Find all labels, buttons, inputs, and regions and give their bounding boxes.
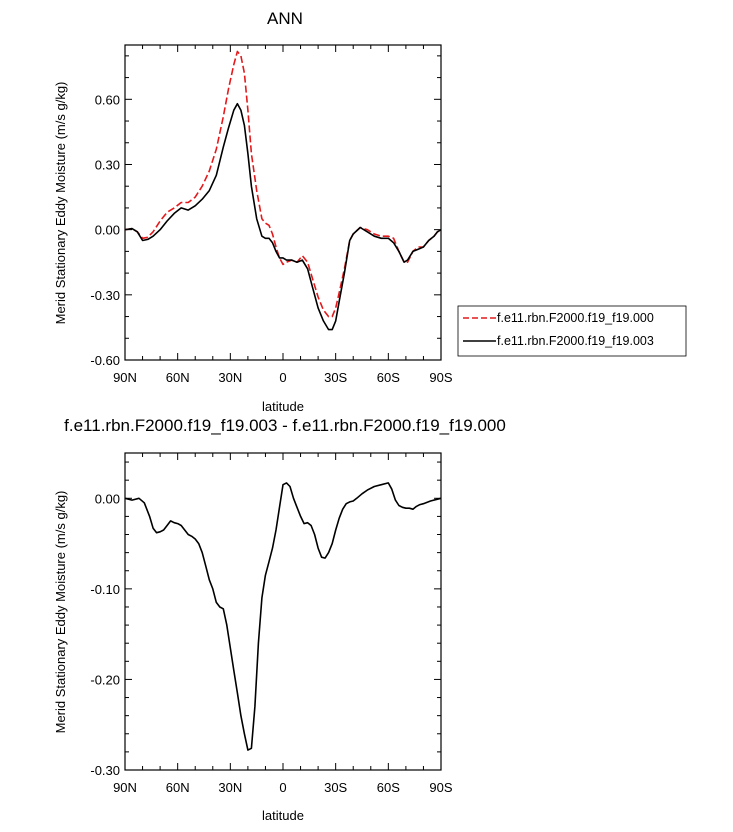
chart-top-series	[124, 50, 442, 331]
series-line-0	[124, 482, 442, 751]
x-tick-label: 90S	[429, 780, 452, 795]
chart-bottom-title: f.e11.rbn.F2000.f19_f19.003 - f.e11.rbn.…	[64, 416, 506, 435]
series-line-0	[124, 50, 442, 318]
legend-box	[457, 305, 687, 357]
x-tick-label: 90S	[429, 370, 452, 385]
series-line-1	[124, 102, 442, 331]
x-tick-label: 0	[279, 780, 286, 795]
y-tick-label: 0.00	[95, 223, 120, 238]
chart-top-frame	[124, 44, 442, 361]
y-tick-label: -0.30	[90, 288, 120, 303]
y-tick-label: 0.00	[95, 491, 120, 506]
x-tick-label: 30S	[324, 370, 347, 385]
legend-label-series-0: f.e11.rbn.F2000.f19_f19.000	[497, 311, 654, 325]
x-tick-label: 30N	[218, 780, 242, 795]
y-tick-label: -0.30	[90, 763, 120, 778]
chart-top-title: ANN	[267, 9, 303, 28]
x-tick-label: 90N	[113, 780, 137, 795]
y-tick-label: -0.60	[90, 353, 120, 368]
y-tick-label: -0.20	[90, 672, 120, 687]
x-tick-label: 0	[279, 370, 286, 385]
x-tick-label: 60S	[377, 370, 400, 385]
chart-bottom: f.e11.rbn.F2000.f19_f19.003 - f.e11.rbn.…	[53, 416, 506, 823]
x-tick-label: 30N	[218, 370, 242, 385]
chart-bottom-ylabel: Merid Stationary Eddy Moisture (m/s g/kg…	[53, 491, 68, 734]
x-tick-label: 90N	[113, 370, 137, 385]
y-tick-label: 0.60	[95, 92, 120, 107]
x-tick-label: 60N	[166, 370, 190, 385]
chart-top: ANN 90N 60N 30N 0 30S 60S 90S 0.60 0.30 0.00 -0.30…	[53, 9, 687, 414]
y-tick-label: 0.30	[95, 157, 120, 172]
chart-top-ticks: 90N 60N 30N 0 30S 60S 90S 0.60 0.30 0.00 -0.30 -0.6…	[90, 45, 453, 385]
chart-top-xlabel: latitude	[262, 399, 304, 414]
legend-label-series-1: f.e11.rbn.F2000.f19_f19.003	[497, 334, 654, 348]
y-tick-label: -0.10	[90, 582, 120, 597]
chart-bottom-ticks: 90N 60N 30N 0 30S 60S 90S 0.00 -0.10 -0.20 -0.30	[90, 453, 453, 795]
x-tick-label: 60N	[166, 780, 190, 795]
x-tick-label: 30S	[324, 780, 347, 795]
chart-top-ylabel: Merid Stationary Eddy Moisture (m/s g/kg…	[53, 82, 68, 325]
chart-top-legend: f.e11.rbn.F2000.f19_f19.000 f.e11.rbn.F2…	[457, 305, 687, 357]
chart-bottom-frame	[124, 452, 442, 771]
x-tick-label: 60S	[377, 780, 400, 795]
chart-bottom-xlabel: latitude	[262, 808, 304, 823]
chart-bottom-series	[124, 482, 442, 751]
